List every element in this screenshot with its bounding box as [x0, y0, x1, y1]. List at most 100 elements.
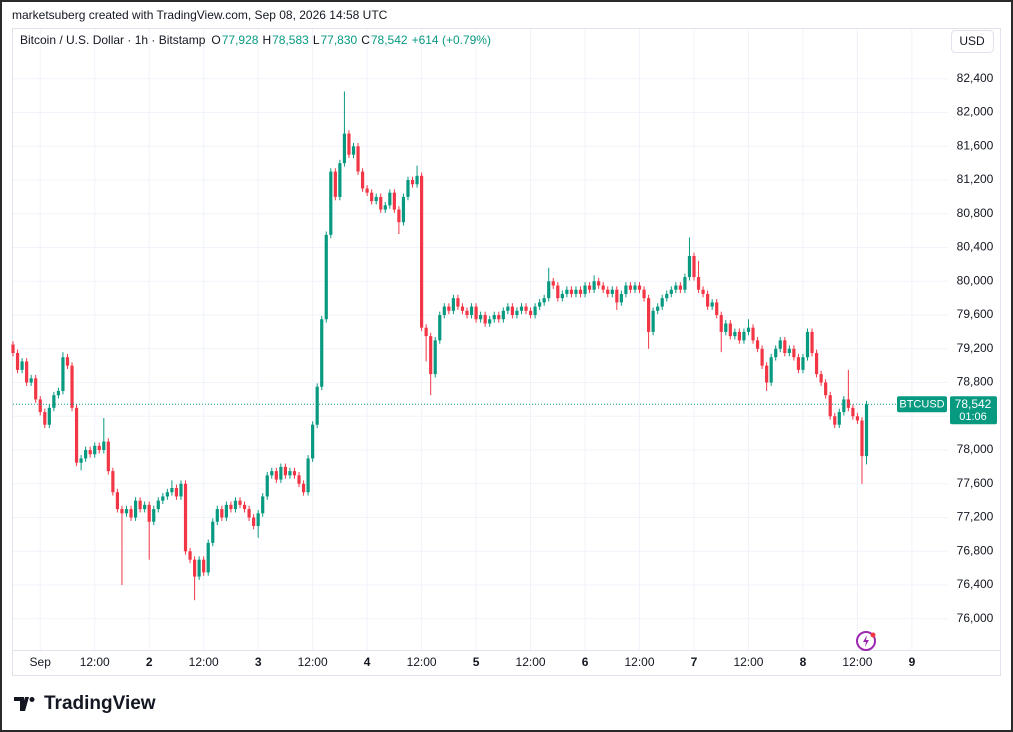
candle-body: [769, 357, 773, 383]
candle-body: [787, 348, 791, 353]
candle-body: [488, 319, 492, 324]
candle-body: [233, 500, 238, 510]
candle-body: [647, 298, 651, 332]
legend-key: H: [262, 33, 271, 47]
candle-body: [665, 293, 669, 299]
y-tick-label: 76,400: [957, 577, 994, 591]
candle-body: [65, 357, 70, 366]
candle-body: [370, 192, 374, 202]
y-tick-label: 76,800: [957, 543, 994, 557]
candle-body: [34, 378, 38, 400]
candle-body: [79, 458, 83, 463]
candle-body: [288, 471, 292, 476]
candle-body: [833, 416, 837, 425]
candle-body: [483, 315, 487, 324]
candle-body: [565, 289, 569, 294]
y-tick-label: 80,400: [957, 240, 994, 254]
candle-body: [760, 348, 764, 366]
candle-body: [533, 306, 537, 316]
candle-body: [242, 504, 247, 510]
candle-body: [601, 285, 605, 290]
candle-body: [220, 509, 224, 518]
candle-body: [556, 285, 560, 299]
y-tick-label: 80,800: [957, 206, 994, 220]
candle-body: [438, 315, 442, 341]
candle-body: [733, 331, 737, 337]
candle-body: [383, 205, 387, 210]
candle-body: [778, 340, 782, 349]
candle-body: [814, 353, 819, 375]
candle-body: [93, 445, 97, 455]
candle-body: [406, 180, 410, 197]
candle-body: [574, 289, 578, 294]
candle-body: [156, 500, 160, 510]
candle-body: [819, 374, 823, 383]
candle-body: [429, 336, 433, 375]
candle-body: [252, 517, 256, 526]
x-tick-label: 7: [691, 655, 698, 669]
candle-body: [56, 390, 60, 396]
candle-body: [501, 310, 505, 320]
logo-icon: [14, 697, 35, 711]
candle-body: [111, 471, 115, 493]
candle-body: [656, 306, 660, 311]
candle-body: [506, 306, 510, 311]
candle-body: [465, 310, 469, 316]
candle-body: [474, 306, 478, 320]
candle-body: [783, 340, 787, 353]
candle-body: [633, 285, 637, 290]
legend-value: 78,542: [371, 33, 408, 47]
y-tick-label: 82,000: [957, 105, 994, 119]
candle-body: [542, 298, 546, 303]
candle-body: [628, 285, 633, 290]
candle-body: [424, 327, 428, 337]
y-tick-label: 76,000: [957, 611, 994, 625]
x-tick-label: 5: [473, 655, 480, 669]
legend-key: L: [313, 33, 320, 47]
candle-body: [846, 399, 850, 408]
y-tick-label: 78,000: [957, 442, 994, 456]
candle-body: [642, 289, 646, 299]
candle-body: [256, 513, 260, 526]
candle-body: [351, 146, 356, 155]
candle-body: [805, 331, 810, 358]
candle-body: [415, 175, 419, 185]
candle-body: [701, 289, 705, 294]
candle-body: [715, 302, 719, 316]
candle-body: [25, 361, 29, 383]
candle-body: [283, 466, 287, 476]
candle-body: [238, 500, 242, 505]
candle-body: [333, 171, 337, 197]
candle-body: [274, 471, 278, 480]
x-tick-label: 12:00: [298, 655, 328, 669]
candle-body: [538, 302, 542, 307]
candle-body: [696, 277, 701, 290]
x-tick-label: 9: [909, 655, 916, 669]
candle-body: [61, 357, 65, 391]
candle-body: [401, 196, 406, 223]
candle-body: [20, 361, 24, 370]
legend-value: 78,583: [272, 33, 309, 47]
candle-body: [724, 323, 728, 332]
candle-body: [174, 488, 179, 497]
candle-body: [74, 407, 79, 463]
bolt-icon: [856, 631, 876, 651]
x-tick-label: Sep: [30, 655, 52, 669]
currency-button[interactable]: [951, 30, 994, 53]
candle-body: [379, 196, 383, 210]
candle-body: [88, 450, 92, 455]
candle-body: [388, 192, 392, 206]
candle-body: [270, 471, 274, 476]
candle-body: [433, 340, 437, 375]
candle-body: [202, 559, 206, 573]
candle-body: [193, 559, 197, 577]
x-tick-label: 8: [800, 655, 807, 669]
candle-body: [569, 289, 574, 294]
symbol-tag-text: BTCUSD: [899, 399, 944, 411]
candle-body: [197, 559, 201, 577]
currency[interactable]: USD: [959, 34, 985, 48]
candle-body: [360, 171, 365, 189]
candle-body: [161, 496, 165, 501]
chart-panel: [12, 28, 1001, 676]
candle-body: [143, 504, 147, 510]
